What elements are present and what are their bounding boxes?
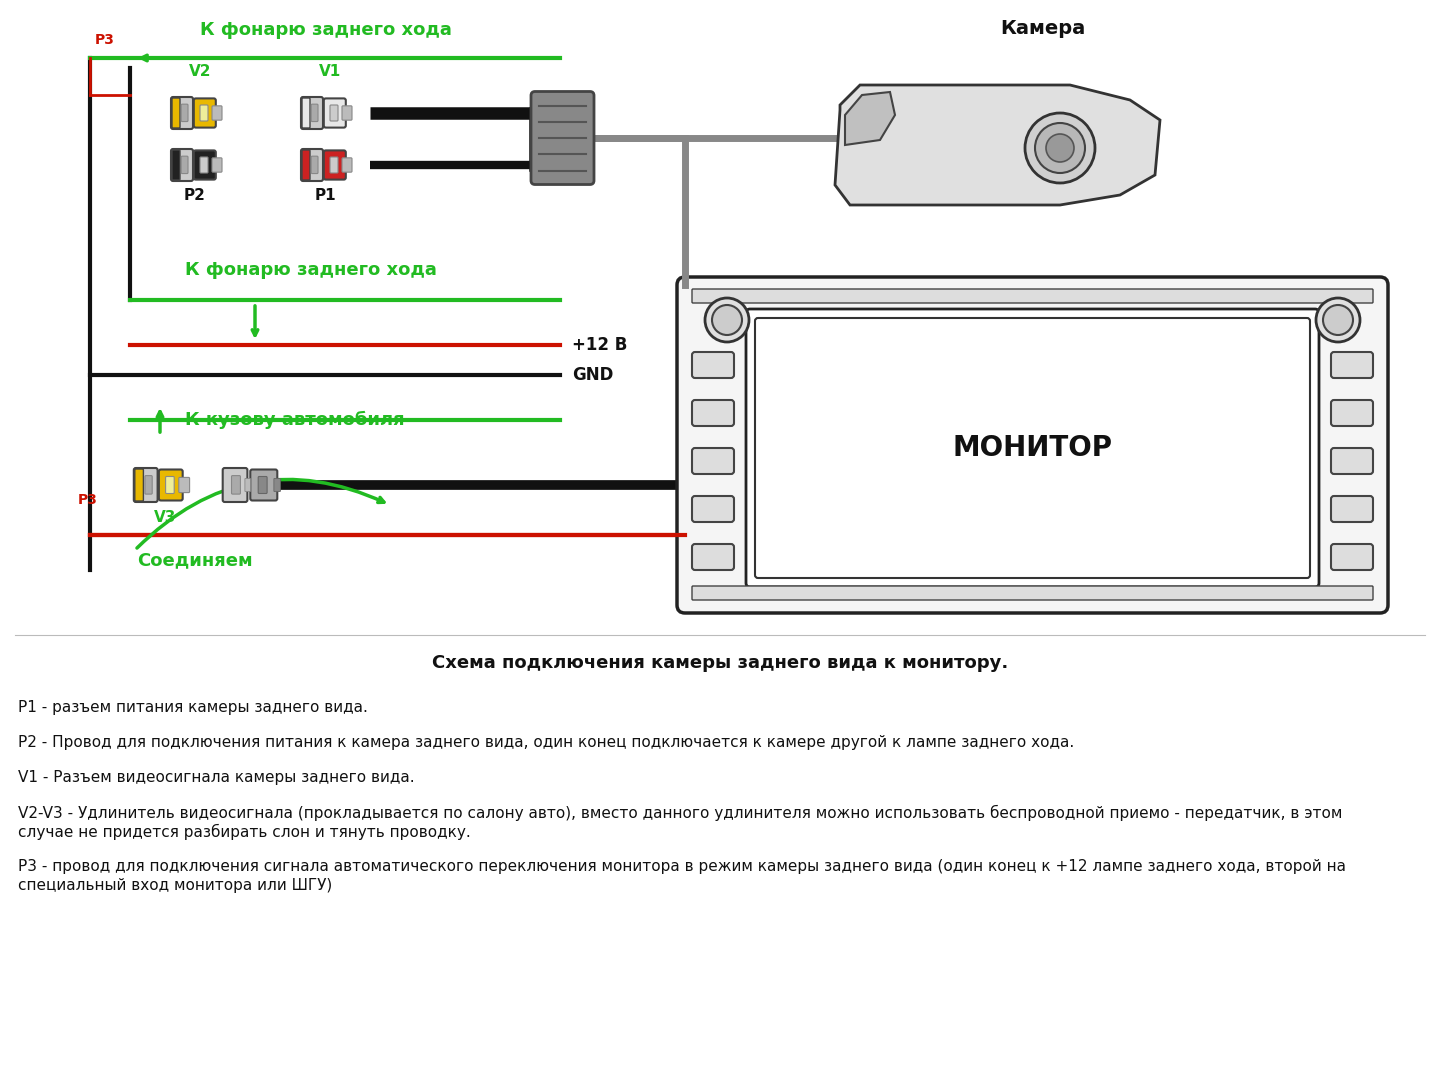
Circle shape <box>706 298 749 342</box>
FancyBboxPatch shape <box>212 158 222 173</box>
Polygon shape <box>845 92 896 145</box>
Polygon shape <box>835 85 1161 205</box>
Circle shape <box>1045 134 1074 162</box>
Text: V1 - Разъем видеосигнала камеры заднего вида.: V1 - Разъем видеосигнала камеры заднего … <box>17 770 415 785</box>
Circle shape <box>1035 123 1084 173</box>
FancyBboxPatch shape <box>200 157 207 173</box>
FancyBboxPatch shape <box>693 448 734 474</box>
Text: МОНИТОР: МОНИТОР <box>952 434 1113 462</box>
FancyBboxPatch shape <box>693 352 734 378</box>
FancyBboxPatch shape <box>324 150 346 180</box>
FancyBboxPatch shape <box>171 150 180 180</box>
Text: P2 - Провод для подключения питания к камера заднего вида, один конец подключает: P2 - Провод для подключения питания к ка… <box>17 735 1074 750</box>
Text: P1: P1 <box>314 188 336 203</box>
FancyBboxPatch shape <box>677 277 1388 613</box>
FancyBboxPatch shape <box>1331 544 1372 570</box>
Text: P3 - провод для подключения сигнала автоматического переключения монитора в режи: P3 - провод для подключения сигнала авто… <box>17 859 1346 874</box>
Circle shape <box>711 306 742 334</box>
FancyBboxPatch shape <box>531 91 595 184</box>
FancyBboxPatch shape <box>134 468 157 502</box>
FancyBboxPatch shape <box>194 99 216 128</box>
FancyBboxPatch shape <box>274 478 281 491</box>
FancyBboxPatch shape <box>179 477 190 493</box>
Text: P2: P2 <box>184 188 206 203</box>
Text: К фонарю заднего хода: К фонарю заднего хода <box>200 21 452 39</box>
FancyBboxPatch shape <box>302 150 310 180</box>
Text: P3: P3 <box>95 33 115 47</box>
FancyBboxPatch shape <box>330 105 338 121</box>
FancyBboxPatch shape <box>693 544 734 570</box>
FancyBboxPatch shape <box>212 106 222 120</box>
FancyBboxPatch shape <box>755 318 1310 578</box>
FancyBboxPatch shape <box>166 476 174 493</box>
FancyBboxPatch shape <box>330 157 338 173</box>
FancyBboxPatch shape <box>232 476 240 494</box>
FancyBboxPatch shape <box>311 104 318 121</box>
Circle shape <box>1323 306 1354 334</box>
Text: Камера: Камера <box>999 18 1086 38</box>
Text: К кузову автомобиля: К кузову автомобиля <box>184 411 405 429</box>
FancyBboxPatch shape <box>181 104 189 121</box>
FancyBboxPatch shape <box>1331 448 1372 474</box>
FancyBboxPatch shape <box>200 105 207 121</box>
Text: случае не придется разбирать слон и тянуть проводку.: случае не придется разбирать слон и тяну… <box>17 824 471 840</box>
FancyBboxPatch shape <box>301 149 323 181</box>
FancyBboxPatch shape <box>746 309 1319 587</box>
Text: Соединяем: Соединяем <box>137 551 253 569</box>
Text: P3: P3 <box>78 493 98 507</box>
Text: V3: V3 <box>154 510 176 525</box>
Text: V2: V2 <box>189 64 212 79</box>
FancyBboxPatch shape <box>258 476 266 493</box>
Circle shape <box>1025 113 1094 183</box>
FancyBboxPatch shape <box>171 96 193 129</box>
Text: Схема подключения камеры заднего вида к монитору.: Схема подключения камеры заднего вида к … <box>432 654 1008 672</box>
Text: V2-V3 - Удлинитель видеосигнала (прокладывается по салону авто), вместо данного : V2-V3 - Удлинитель видеосигнала (проклад… <box>17 805 1342 821</box>
FancyBboxPatch shape <box>301 96 323 129</box>
FancyBboxPatch shape <box>145 476 153 494</box>
FancyBboxPatch shape <box>1331 352 1372 378</box>
FancyBboxPatch shape <box>302 98 310 128</box>
FancyBboxPatch shape <box>693 586 1372 600</box>
FancyBboxPatch shape <box>693 400 734 426</box>
FancyBboxPatch shape <box>245 478 251 491</box>
FancyBboxPatch shape <box>223 468 248 502</box>
FancyBboxPatch shape <box>693 289 1372 303</box>
Text: P1 - разъем питания камеры заднего вида.: P1 - разъем питания камеры заднего вида. <box>17 700 367 715</box>
FancyBboxPatch shape <box>158 470 183 501</box>
FancyBboxPatch shape <box>1331 496 1372 522</box>
Circle shape <box>1316 298 1359 342</box>
FancyBboxPatch shape <box>324 99 346 128</box>
FancyBboxPatch shape <box>343 106 351 120</box>
FancyBboxPatch shape <box>1331 400 1372 426</box>
FancyBboxPatch shape <box>181 157 189 174</box>
Text: +12 В: +12 В <box>572 336 628 354</box>
FancyBboxPatch shape <box>135 470 144 501</box>
FancyBboxPatch shape <box>311 157 318 174</box>
FancyBboxPatch shape <box>343 158 351 173</box>
FancyBboxPatch shape <box>251 470 278 501</box>
Text: специальный вход монитора или ШГУ): специальный вход монитора или ШГУ) <box>17 878 333 893</box>
Text: V1: V1 <box>318 64 341 79</box>
FancyBboxPatch shape <box>171 149 193 181</box>
FancyBboxPatch shape <box>194 150 216 180</box>
Text: GND: GND <box>572 366 613 384</box>
Text: К фонарю заднего хода: К фонарю заднего хода <box>184 260 436 279</box>
FancyBboxPatch shape <box>693 496 734 522</box>
FancyBboxPatch shape <box>171 98 180 128</box>
